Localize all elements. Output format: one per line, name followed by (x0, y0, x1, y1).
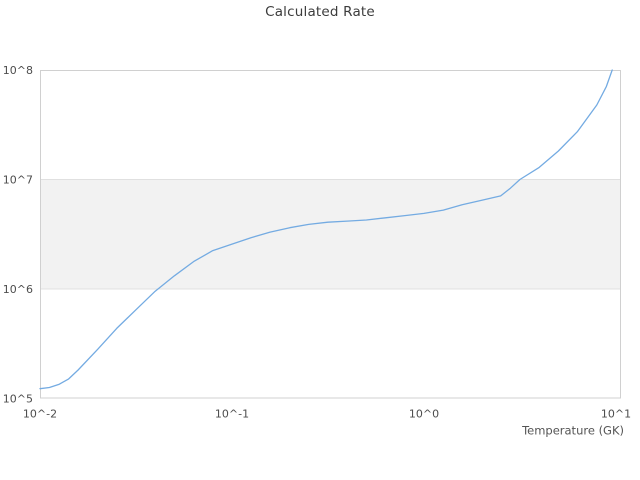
y-tick-label: 10^5 (3, 393, 33, 406)
x-axis-title: Temperature (GK) (521, 424, 624, 438)
plot-border (40, 70, 621, 399)
alternate-grid-band (40, 179, 621, 289)
chart-title: Calculated Rate (265, 4, 375, 20)
x-tick-label: 10^0 (409, 408, 439, 421)
y-tick-label: 10^8 (3, 64, 33, 77)
y-tick-label: 10^6 (3, 283, 33, 296)
x-tick-label: 10^1 (601, 408, 631, 421)
x-tick-label: 10^-2 (23, 408, 57, 421)
y-tick-label: 10^7 (3, 174, 33, 187)
rate-curve (39, 69, 613, 390)
x-tick-label: 10^-1 (215, 408, 249, 421)
